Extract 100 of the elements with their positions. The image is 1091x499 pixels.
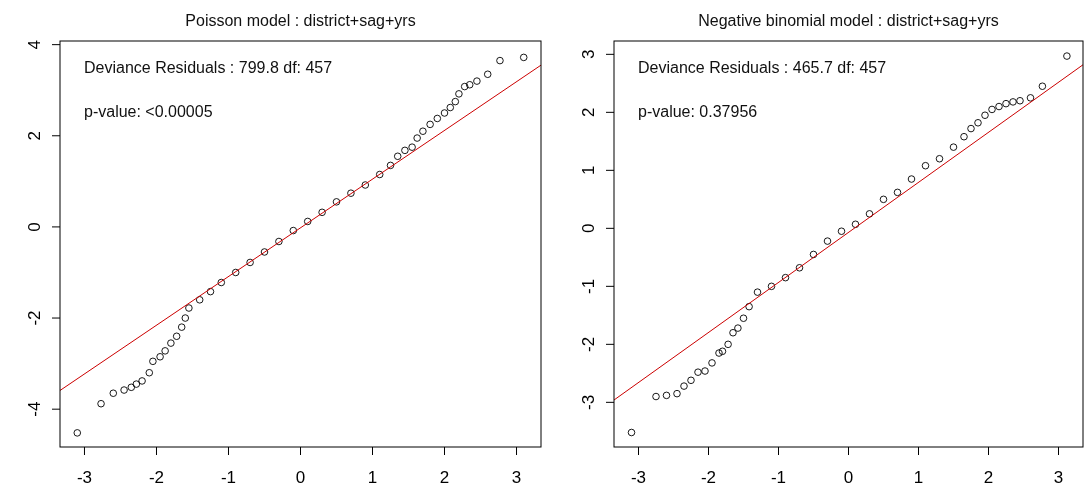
point <box>195 296 204 304</box>
annotation: Deviance Residuals : 799.8 df: 457 <box>84 59 333 76</box>
point <box>167 339 175 347</box>
x-tick-label: -3 <box>630 468 647 487</box>
point <box>967 124 975 133</box>
point <box>921 161 930 170</box>
point <box>440 109 449 117</box>
point <box>729 329 737 337</box>
y-tick-label: -1 <box>579 278 598 294</box>
point <box>767 282 776 291</box>
point <box>1009 98 1017 106</box>
x-tick-label: -3 <box>76 468 93 487</box>
point <box>408 143 416 151</box>
point <box>974 119 982 127</box>
point <box>627 428 636 437</box>
point <box>724 340 732 349</box>
point <box>426 120 434 129</box>
annotation: p-value: 0.37956 <box>638 103 758 120</box>
point <box>753 288 762 296</box>
point <box>907 175 916 183</box>
y-tick-label: -4 <box>25 401 44 417</box>
point <box>687 376 695 385</box>
point <box>715 349 723 357</box>
point <box>455 90 463 98</box>
point <box>1038 82 1047 90</box>
x-tick-label: 2 <box>439 468 450 487</box>
point <box>347 189 355 197</box>
point <box>386 161 395 170</box>
point <box>177 323 186 331</box>
point <box>1026 94 1035 102</box>
point <box>161 347 169 355</box>
point <box>851 220 860 229</box>
point <box>734 324 742 332</box>
point <box>172 332 181 341</box>
point <box>433 114 442 123</box>
point <box>246 258 254 267</box>
point <box>303 217 312 226</box>
x-tick-label: -2 <box>148 468 165 487</box>
y-tick-label: 1 <box>579 165 598 176</box>
y-tick-label: -3 <box>579 394 598 410</box>
point <box>185 304 193 312</box>
point <box>673 389 681 398</box>
point <box>149 357 157 366</box>
point <box>275 237 283 246</box>
y-tick-label: 3 <box>579 49 598 60</box>
x-tick-label: -1 <box>770 468 787 487</box>
x-tick-label: 3 <box>511 468 522 487</box>
annotation: Deviance Residuals : 465.7 df: 457 <box>638 59 887 76</box>
point <box>181 314 190 322</box>
point <box>465 81 474 89</box>
point <box>837 227 846 235</box>
point <box>745 302 753 311</box>
point <box>823 237 832 245</box>
point <box>496 56 504 65</box>
point <box>879 195 888 204</box>
point <box>781 273 790 282</box>
y-tick-label: 2 <box>25 131 44 141</box>
point <box>109 389 118 397</box>
chart-title: Negative binomial model : district+sag+yrs <box>698 12 999 29</box>
point <box>809 250 818 259</box>
point <box>949 143 958 151</box>
point <box>708 359 716 367</box>
chart-title: Poisson model : district+sag+yrs <box>185 12 416 29</box>
point <box>680 382 688 390</box>
point <box>206 287 215 296</box>
point <box>332 198 341 206</box>
point <box>519 53 528 62</box>
point <box>138 377 146 385</box>
point <box>451 97 460 106</box>
point <box>483 70 492 79</box>
point <box>120 386 128 394</box>
point <box>718 347 727 356</box>
point <box>318 208 326 217</box>
point <box>156 353 164 361</box>
point <box>865 210 874 218</box>
point <box>446 103 455 112</box>
x-tick-label: 1 <box>913 468 924 487</box>
point <box>662 391 671 400</box>
point <box>231 268 240 277</box>
y-tick-label: -2 <box>579 336 598 352</box>
point <box>981 111 989 119</box>
y-tick-label: 0 <box>25 222 44 232</box>
point <box>460 82 469 91</box>
x-tick-label: -2 <box>700 468 717 487</box>
point <box>145 368 154 377</box>
point <box>401 146 409 155</box>
point <box>289 226 298 235</box>
x-tick-label: 3 <box>1053 468 1064 487</box>
y-tick-label: -2 <box>25 310 44 326</box>
y-tick-label: 2 <box>579 107 598 118</box>
point <box>217 278 226 287</box>
point <box>701 367 709 375</box>
point <box>473 77 481 85</box>
point <box>795 264 804 272</box>
x-tick-label: 0 <box>843 468 854 487</box>
point <box>960 132 968 141</box>
point <box>893 188 902 197</box>
x-tick-label: 0 <box>295 468 306 487</box>
point <box>393 152 402 161</box>
y-tick-label: 4 <box>25 39 44 50</box>
